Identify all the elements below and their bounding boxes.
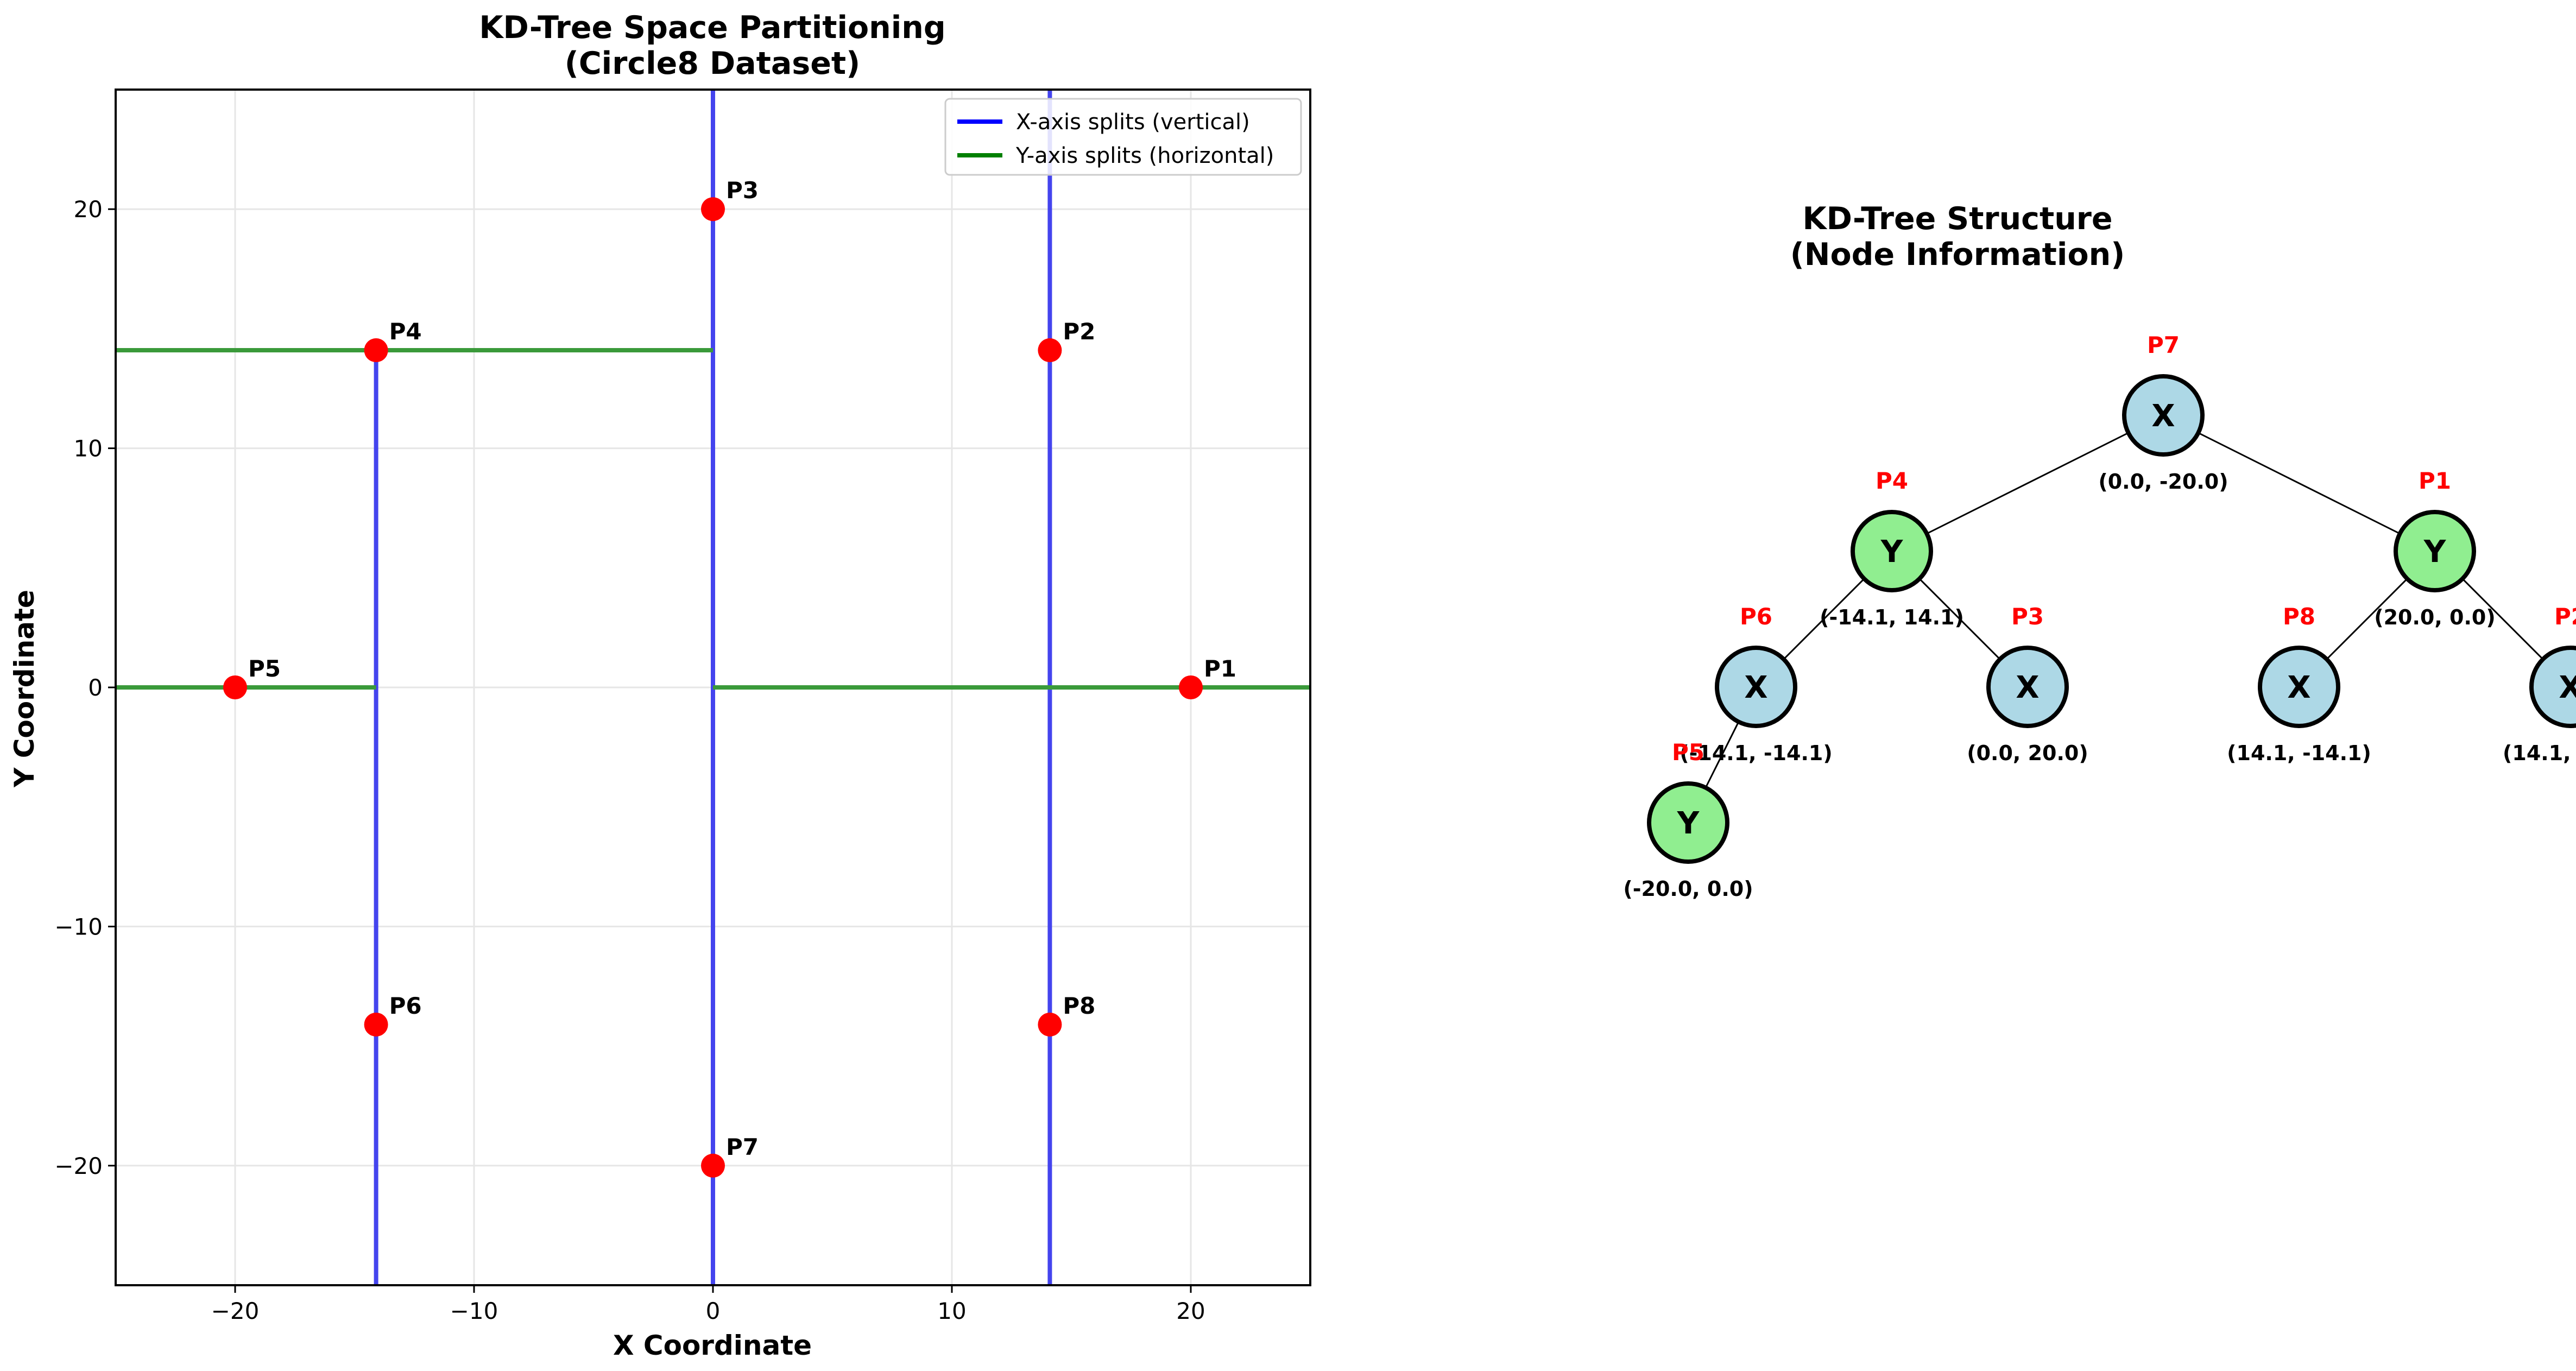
x-axis-label: X Coordinate: [613, 1330, 812, 1361]
point-label: P1: [1204, 655, 1236, 682]
node-axis-label: X: [2151, 399, 2175, 434]
node-axis-label: Y: [1880, 534, 1904, 570]
tree-node: [2122, 374, 2205, 457]
point-label: P6: [389, 993, 422, 1019]
x-tick-label: 0: [706, 1298, 721, 1324]
legend: X-axis splits (vertical) Y-axis splits (h…: [944, 98, 1302, 176]
x-tick-label: 10: [937, 1298, 966, 1324]
tree-title: KD-Tree Structure: [1802, 201, 2112, 237]
point-label: P3: [726, 177, 759, 204]
node-axis-label: X: [2559, 670, 2576, 705]
node-coords-label: (20.0, 0.0): [2374, 605, 2495, 629]
node-point-label: P8: [2283, 603, 2315, 630]
node-coords-label: (-20.0, 0.0): [1623, 877, 1753, 901]
tree-node: [2394, 510, 2476, 592]
chart-title: KD-Tree Space Partitioning: [479, 10, 945, 46]
y-tick-label: −10: [54, 913, 103, 940]
node-coords-label: (0.0, -20.0): [2098, 470, 2228, 494]
point-label: P7: [726, 1134, 759, 1160]
node-point-label: P6: [1740, 603, 1772, 630]
node-coords-label: (14.1, 14.1): [2503, 741, 2576, 765]
node-axis-label: Y: [1677, 806, 1700, 841]
legend-label: Y-axis splits (horizontal): [1015, 143, 1274, 168]
y-tick-label: 0: [88, 674, 103, 701]
data-point: [364, 1012, 388, 1037]
y-tick-label: 20: [74, 196, 103, 223]
legend-label: X-axis splits (vertical): [1016, 110, 1250, 135]
tree-node: [2258, 646, 2340, 728]
partitioning-chart: KD-Tree Space Partitioning (Circle8 Data…: [9, 10, 1311, 1361]
tree-edge: [1891, 414, 2164, 552]
x-tick-label: −10: [450, 1298, 498, 1324]
tree-nodes: X P7 (0.0, -20.0) Y P4 (-14.1, 14.1) Y P1 (20.0,…: [1623, 332, 2576, 901]
axis-ticks: −20 −10 0 10 20 −20 −10 0 10 20: [54, 196, 1205, 1324]
x-tick-label: 20: [1176, 1298, 1205, 1324]
data-point: [701, 1153, 725, 1178]
point-label: P2: [1063, 318, 1095, 345]
tree-edge: [2163, 414, 2435, 552]
node-point-label: P3: [2011, 603, 2044, 630]
tree-node: [1986, 646, 2069, 728]
node-point-label: P1: [2419, 467, 2451, 494]
x-tick-label: −20: [211, 1298, 260, 1324]
data-point: [1038, 338, 1062, 363]
data-point: [364, 338, 388, 363]
tree-subtitle: (Node Information): [1790, 237, 2125, 273]
node-coords-label: (-14.1, -14.1): [1680, 741, 1832, 765]
node-axis-label: X: [2016, 670, 2039, 705]
split-lines: [116, 90, 1310, 1285]
node-axis-label: Y: [2423, 534, 2447, 570]
node-axis-label: X: [1744, 670, 1767, 705]
tree-node: [1715, 646, 1797, 728]
y-tick-label: −20: [54, 1153, 103, 1179]
node-point-label: P2: [2554, 603, 2576, 630]
data-points: P1 P2 P3 P4 P5 P6 P7 P8: [223, 177, 1236, 1178]
tree-diagram: KD-Tree Structure (Node Information) X P7…: [1623, 201, 2576, 901]
chart-subtitle: (Circle8 Dataset): [565, 46, 860, 81]
node-point-label: P4: [1876, 467, 1908, 494]
point-label: P8: [1063, 993, 1095, 1019]
legend-box: [944, 98, 1302, 176]
point-label: P4: [389, 318, 422, 345]
node-coords-label: (0.0, 20.0): [1967, 741, 2088, 765]
data-point: [701, 197, 725, 222]
tree-node: [2529, 646, 2576, 728]
data-point: [1038, 1012, 1062, 1037]
tree-node: [1851, 510, 1933, 592]
tree-node: [1647, 781, 1729, 864]
node-coords-label: (-14.1, 14.1): [1820, 605, 1964, 629]
node-coords-label: (14.1, -14.1): [2227, 741, 2371, 765]
node-axis-label: X: [2287, 670, 2310, 705]
node-point-label: P7: [2147, 332, 2180, 358]
data-point: [223, 675, 247, 699]
y-tick-label: 10: [74, 435, 103, 462]
node-point-label: P5: [1672, 739, 1704, 766]
y-axis-label: Y Coordinate: [9, 590, 40, 788]
data-point: [1179, 675, 1203, 699]
point-label: P5: [248, 655, 281, 682]
